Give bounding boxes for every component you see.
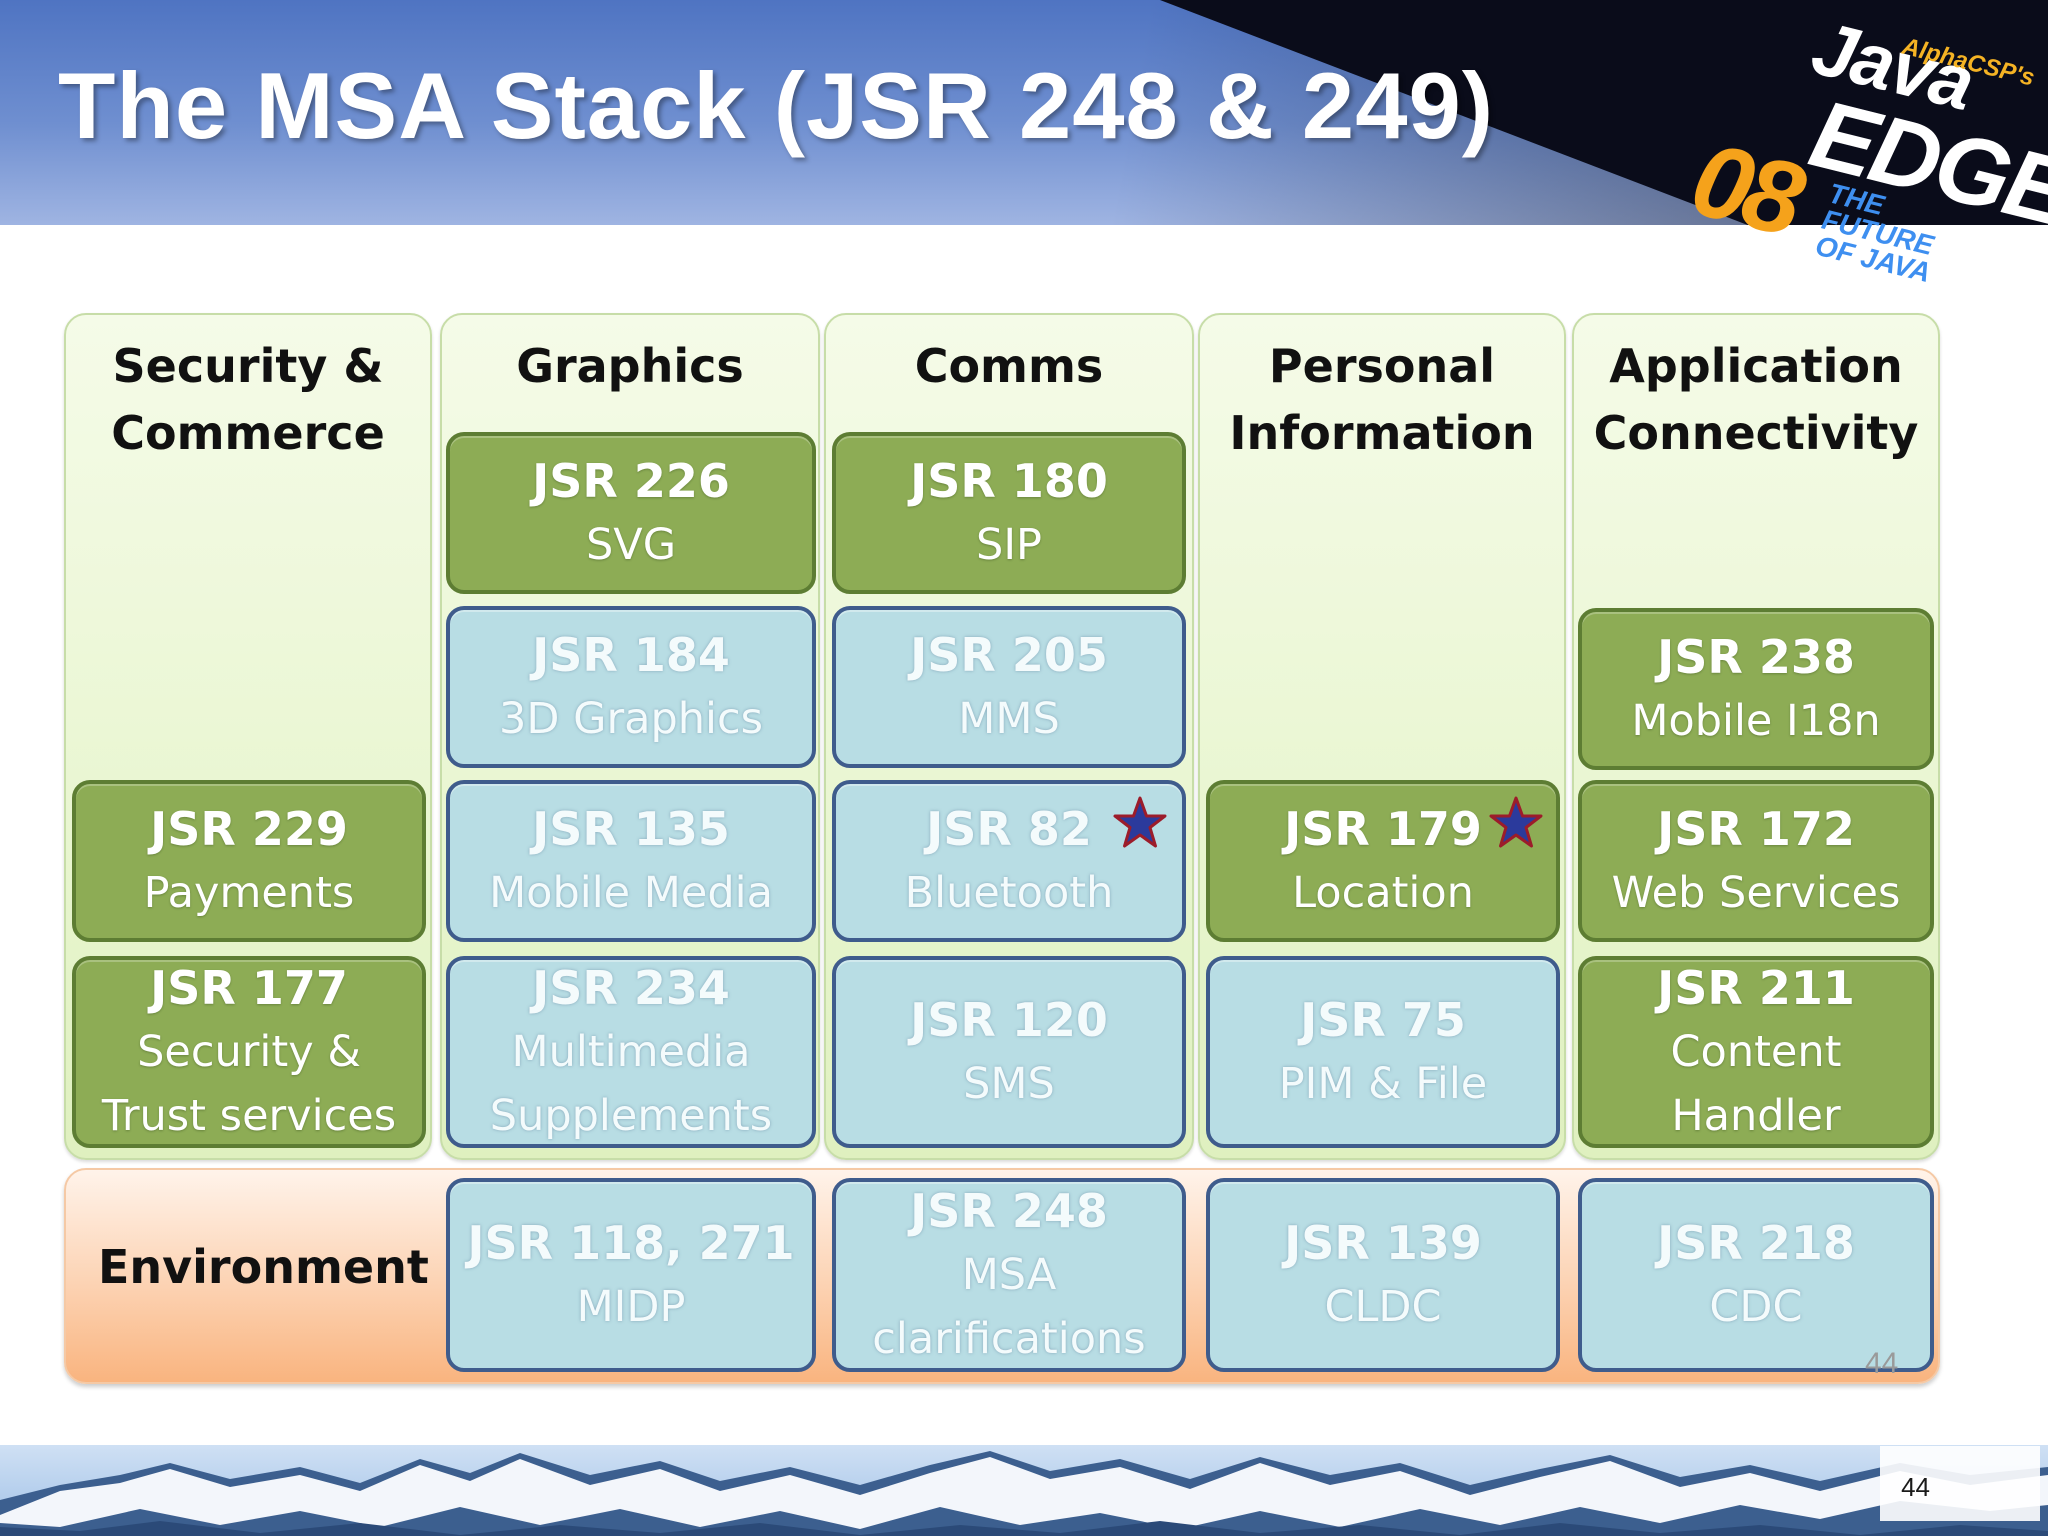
jsr-number: JSR 172	[1657, 802, 1855, 856]
column-title: Security & Commerce	[111, 339, 385, 460]
jsr-number: JSR 75	[1300, 993, 1466, 1047]
jsr-box-82: JSR 82 Bluetooth	[832, 780, 1186, 942]
jsr-name: SIP	[976, 520, 1042, 570]
jsr-box-184: JSR 184 3D Graphics	[446, 606, 816, 768]
jsr-name: PIM & File	[1278, 1059, 1488, 1109]
jsr-box-234: JSR 234 Multimedia Supplements	[446, 956, 816, 1148]
star-icon	[1489, 796, 1543, 848]
jsr-number: JSR 118, 271	[467, 1216, 795, 1270]
jsr-name: Payments	[143, 868, 355, 918]
jsr-number: JSR 238	[1657, 630, 1855, 684]
jsr-box-229: JSR 229 Payments	[72, 780, 426, 942]
jsr-number: JSR 180	[910, 454, 1108, 508]
jsr-box-218: JSR 218 CDC	[1578, 1178, 1934, 1372]
jsr-box-205: JSR 205 MMS	[832, 606, 1186, 768]
page-number-ghost: 44	[1865, 1347, 1899, 1380]
jsr-name: Location	[1292, 868, 1474, 918]
jsr-name: Bluetooth	[904, 868, 1114, 918]
jsr-box-248: JSR 248 MSA clarifications	[832, 1178, 1186, 1372]
jsr-number: JSR 135	[532, 802, 730, 856]
star-icon	[1113, 796, 1167, 848]
jsr-box-135: JSR 135 Mobile Media	[446, 780, 816, 942]
jsr-number: JSR 211	[1657, 961, 1855, 1015]
jsr-name: MSA clarifications	[872, 1250, 1146, 1364]
column-title: Personal Information	[1229, 339, 1535, 460]
jsr-box-118-271: JSR 118, 271 MIDP	[446, 1178, 816, 1372]
logo-year-text: 08	[1680, 120, 1810, 259]
javaedge-logo: Java AlphaCSP's EDGE 08 THE FUTURE OF JA…	[1672, 0, 2048, 318]
jsr-name: CDC	[1709, 1282, 1803, 1332]
jsr-name: SVG	[585, 520, 677, 570]
jsr-name: MIDP	[576, 1282, 686, 1332]
jsr-name: Security & Trust services	[101, 1027, 397, 1141]
jsr-name: Web Services	[1611, 868, 1901, 918]
column-title: Application Connectivity	[1593, 339, 1919, 460]
jsr-number: JSR 205	[910, 628, 1108, 682]
jsr-number: JSR 248	[910, 1184, 1108, 1238]
jsr-name: Content Handler	[1670, 1027, 1842, 1141]
jsr-box-226: JSR 226 SVG	[446, 432, 816, 594]
page-number: 44	[1901, 1472, 1930, 1502]
jsr-number: JSR 226	[532, 454, 730, 508]
jsr-number: JSR 177	[150, 961, 348, 1015]
column-title: Comms	[914, 339, 1104, 393]
jsr-box-172: JSR 172 Web Services	[1578, 780, 1934, 942]
jsr-name: CLDC	[1324, 1282, 1442, 1332]
jsr-name: 3D Graphics	[498, 694, 764, 744]
jsr-number: JSR 184	[532, 628, 730, 682]
jsr-name: MMS	[958, 694, 1060, 744]
jsr-name: Mobile I18n	[1631, 696, 1881, 746]
jsr-box-75: JSR 75 PIM & File	[1206, 956, 1560, 1148]
jsr-box-139: JSR 139 CLDC	[1206, 1178, 1560, 1372]
jsr-number: JSR 120	[910, 993, 1108, 1047]
column-title: Graphics	[516, 339, 744, 393]
jsr-number: JSR 234	[532, 961, 730, 1015]
jsr-number: JSR 229	[150, 802, 348, 856]
jsr-box-177: JSR 177 Security & Trust services	[72, 956, 426, 1148]
jsr-name: Mobile Media	[489, 868, 773, 918]
jsr-box-238: JSR 238 Mobile I18n	[1578, 608, 1934, 770]
jsr-number: JSR 218	[1657, 1216, 1855, 1270]
jsr-box-180: JSR 180 SIP	[832, 432, 1186, 594]
slide-title: The MSA Stack (JSR 248 & 249)	[58, 53, 1495, 158]
environment-label: Environment	[98, 1240, 429, 1294]
mountain-banner	[0, 1445, 2048, 1536]
jsr-box-211: JSR 211 Content Handler	[1578, 956, 1934, 1148]
jsr-number: JSR 139	[1284, 1216, 1482, 1270]
jsr-name: Multimedia Supplements	[489, 1027, 773, 1141]
jsr-number: JSR 82	[926, 802, 1092, 856]
jsr-number: JSR 179	[1284, 802, 1482, 856]
jsr-name: SMS	[963, 1059, 1055, 1109]
jsr-box-120: JSR 120 SMS	[832, 956, 1186, 1148]
title-bar-shade	[0, 0, 2048, 225]
jsr-box-179: JSR 179 Location	[1206, 780, 1560, 942]
